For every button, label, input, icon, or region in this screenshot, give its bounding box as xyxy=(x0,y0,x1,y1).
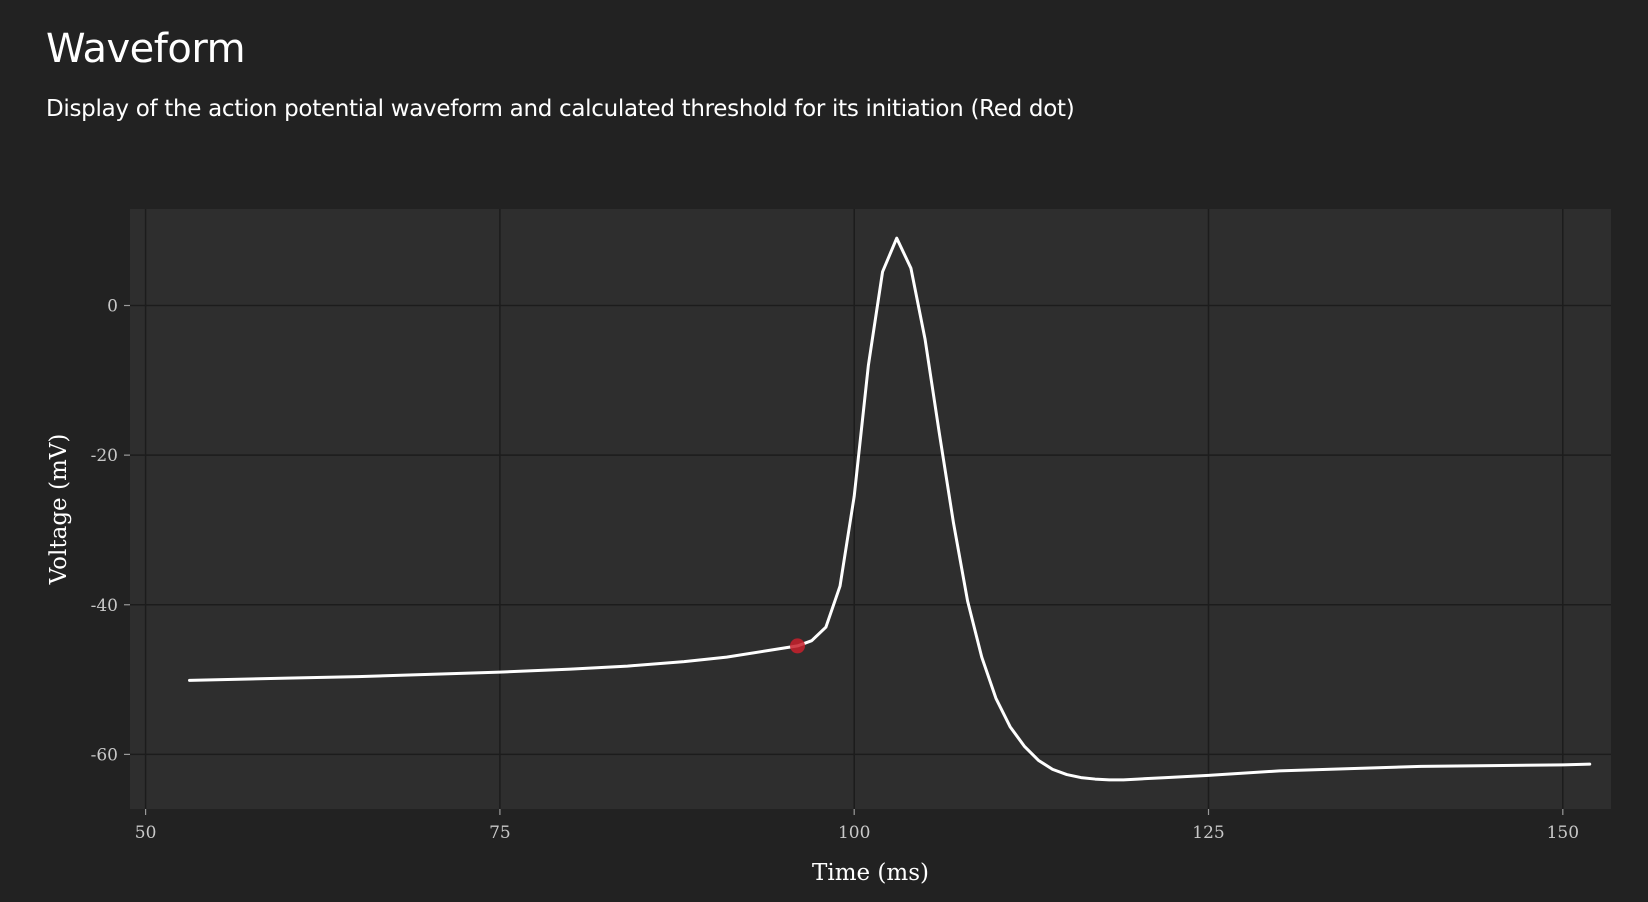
waveform-line xyxy=(188,236,1592,782)
x-tick-label: 100 xyxy=(838,823,870,843)
series-group xyxy=(188,236,1592,782)
grid-lines xyxy=(130,209,1611,809)
y-tick-label: -20 xyxy=(91,446,118,466)
x-tick-label: 75 xyxy=(489,823,511,843)
page-title: Waveform xyxy=(46,26,246,72)
plot-panel xyxy=(130,209,1611,809)
y-axis-title: Voltage (mV) xyxy=(46,434,72,586)
x-tick-label: 150 xyxy=(1547,823,1579,843)
x-tick-label: 50 xyxy=(135,823,157,843)
axes: 50 75 100 125 150 0 -20 -40 -60 xyxy=(91,297,1579,843)
y-tick-label: -60 xyxy=(91,745,118,765)
threshold-point xyxy=(790,638,806,654)
x-tick-label: 125 xyxy=(1192,823,1224,843)
y-tick-label: 0 xyxy=(107,297,118,317)
x-axis-title: Time (ms) xyxy=(812,860,929,886)
y-tick-label: -40 xyxy=(91,596,118,616)
page-subtitle: Display of the action potential waveform… xyxy=(46,96,1075,122)
